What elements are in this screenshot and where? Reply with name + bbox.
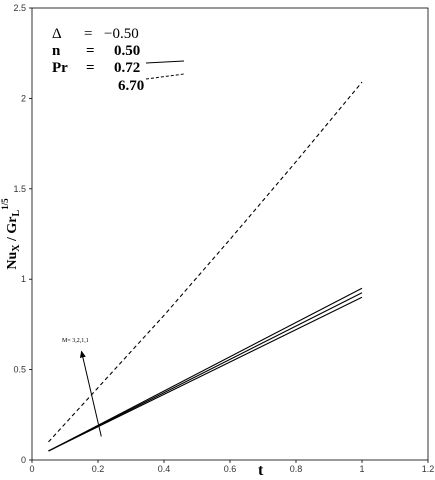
series-line-2 — [48, 292, 363, 452]
y-axis-title-sub2: L — [11, 210, 22, 217]
legend-pr-value-2: 6.70 — [118, 78, 144, 94]
x-tick-group: 0 0.2 0.4 0.6 0.8 1 1.2 — [29, 460, 434, 474]
legend-delta-value: −0.50 — [104, 26, 139, 42]
series-line-4 — [48, 81, 363, 443]
x-tick-label: 1 — [359, 464, 364, 474]
x-tick-label: 0.8 — [290, 464, 303, 474]
y-tick-label: 1.5 — [13, 184, 26, 194]
legend-pr-label: Pr — [52, 60, 68, 76]
y-tick-label: 2.5 — [13, 3, 26, 13]
y-axis-title-main: Nu — [5, 252, 20, 270]
x-tick-label: 0.2 — [92, 464, 105, 474]
legend-delta-symbol: Δ — [52, 26, 62, 42]
legend-delta-eq: = — [84, 26, 92, 42]
y-axis-title: NuX / GrL1/5 — [0, 198, 22, 270]
legend-n-label: n — [52, 43, 61, 59]
x-tick-label: 0 — [29, 464, 34, 474]
series-line-1 — [48, 287, 363, 452]
legend-pr-value-1: 0.72 — [114, 60, 140, 76]
y-tick-group: 0 0.5 1 1.5 2 2.5 — [13, 3, 32, 465]
y-axis-title-mid: / Gr — [5, 217, 20, 245]
legend-n-value: 0.50 — [114, 43, 140, 59]
y-axis-title-sub1: X — [11, 244, 22, 252]
annotation-arrow — [79, 350, 102, 437]
x-axis-title: t — [258, 462, 264, 479]
x-tick-label: 1.2 — [422, 464, 435, 474]
x-tick-label: 0.6 — [224, 464, 237, 474]
y-tick-label: 1 — [21, 274, 26, 284]
legend-solid-swatch — [145, 60, 185, 64]
legend-dashed-swatch — [145, 73, 185, 80]
y-tick-label: 2 — [21, 93, 26, 103]
legend-n-eq: = — [86, 43, 95, 59]
legend-pr-eq: = — [86, 60, 95, 76]
series-group — [48, 81, 363, 452]
annotation: M= 3,2,1,1 — [62, 338, 102, 437]
x-tick-label: 0.4 — [158, 464, 171, 474]
series-line-3 — [48, 296, 363, 452]
y-axis-title-sup: 1/5 — [0, 198, 10, 210]
annotation-label: M= 3,2,1,1 — [62, 338, 89, 344]
legend: Δ = −0.50 n = 0.50 Pr = 0.72 6.70 — [52, 26, 185, 94]
y-tick-label: 0.5 — [13, 365, 26, 375]
y-tick-label: 0 — [21, 455, 26, 465]
